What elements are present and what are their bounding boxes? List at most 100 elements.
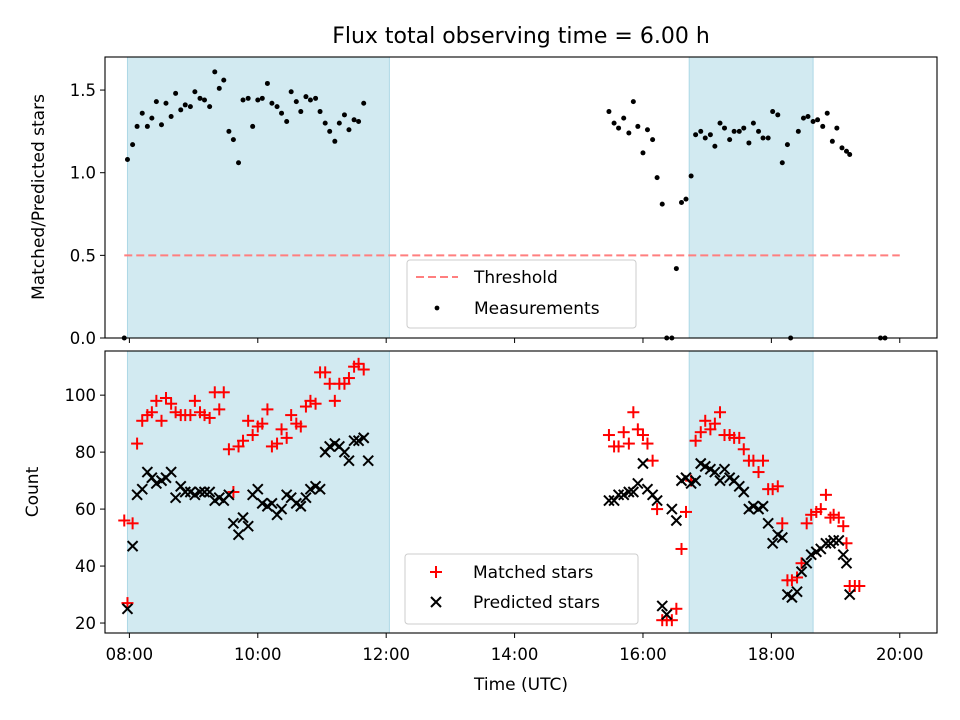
measurement-point <box>288 89 294 95</box>
measurement-point <box>702 135 708 141</box>
predicted-star-point <box>632 477 644 490</box>
measurement-point <box>313 95 319 101</box>
matched-star-point <box>328 394 341 407</box>
predicted-star-point <box>194 486 206 498</box>
matched-star-point <box>213 403 226 416</box>
measurement-point <box>635 123 641 129</box>
measurement-point <box>216 85 222 91</box>
x-tick-label: 10:00 <box>234 645 282 664</box>
y-tick-label: 80 <box>75 443 96 462</box>
legend-matched-label: Matched stars <box>473 563 593 583</box>
predicted-star-point <box>121 603 134 615</box>
predicted-star-point <box>242 520 254 532</box>
matched-star-point <box>242 414 255 427</box>
predicted-star-point <box>348 435 360 447</box>
measurement-point <box>178 107 184 113</box>
matched-star-point <box>126 517 139 530</box>
matched-star-point <box>646 454 659 467</box>
predicted-star-point <box>295 500 307 512</box>
predicted-star-point <box>179 486 191 498</box>
predicted-star-point <box>314 483 326 495</box>
measurement-point <box>279 110 285 116</box>
measurement-point <box>765 135 771 141</box>
measurement-point <box>346 127 352 133</box>
top-legend: Threshold Measurements <box>406 259 637 329</box>
x-tick-label: 08:00 <box>106 645 154 664</box>
measurement-point <box>130 142 136 148</box>
measurement-point <box>650 137 656 143</box>
legend-matched-swatch <box>430 566 442 578</box>
predicted-star-point <box>766 537 779 549</box>
bottom-legend: Matched stars Predicted stars <box>404 553 639 625</box>
matched-star-point <box>622 437 635 450</box>
measurement-point <box>332 138 338 144</box>
measurement-point <box>606 109 612 115</box>
measurement-point <box>746 140 752 146</box>
legend-measurements-label: Measurements <box>474 299 600 319</box>
predicted-star-point <box>776 531 788 544</box>
matched-star-point <box>617 426 630 439</box>
predicted-star-point <box>169 491 182 504</box>
matched-star-point <box>737 443 750 456</box>
predicted-star-point <box>165 466 177 478</box>
predicted-star-point <box>689 474 702 487</box>
shaded-interval <box>688 56 814 339</box>
matched-star-point <box>665 614 678 627</box>
measurement-point <box>361 100 367 106</box>
top-legend-box <box>406 259 637 329</box>
matched-star-point <box>198 409 211 422</box>
measurement-point <box>727 137 733 143</box>
measurement-point <box>245 95 251 101</box>
legend-predicted-label: Predicted stars <box>473 593 600 613</box>
matched-star-point <box>319 366 332 379</box>
predicted-star-point <box>252 483 264 495</box>
x-tick-label: 12:00 <box>362 645 410 664</box>
matched-star-point <box>636 429 649 442</box>
matched-star-point <box>275 423 288 436</box>
measurement-point <box>736 128 742 134</box>
measurement-point <box>630 99 636 105</box>
measurement-point <box>158 122 164 128</box>
matched-star-point <box>285 409 298 422</box>
predicted-star-point <box>837 548 849 561</box>
measurement-point <box>688 173 694 179</box>
x-tick-label: 20:00 <box>876 645 924 664</box>
x-axis-label: Time (UTC) <box>473 675 568 695</box>
matched-star-point <box>675 542 688 555</box>
matched-star-point <box>814 503 827 516</box>
predicted-star-point <box>275 503 288 515</box>
matched-star-point <box>679 505 692 518</box>
predicted-star-point <box>126 540 139 552</box>
predicted-star-point <box>661 608 673 621</box>
matched-star-point <box>670 602 683 615</box>
measurement-point <box>250 123 256 129</box>
measurement-point <box>824 110 830 116</box>
measurement-point <box>717 120 723 126</box>
bottom-panel: 20 40 60 80 100 08:00 10:00 12:00 14:00 16:00 18:0… <box>23 350 938 695</box>
shaded-interval <box>126 56 390 339</box>
measurement-point <box>259 95 265 101</box>
measurement-point <box>298 109 304 115</box>
matched-star-point <box>271 437 284 450</box>
matched-star-point <box>651 503 664 516</box>
measurement-point <box>644 127 650 133</box>
measurement-point <box>815 117 821 123</box>
matched-star-point <box>309 397 322 410</box>
matched-star-point <box>118 514 131 527</box>
measurement-point <box>698 128 704 134</box>
measurement-point <box>236 160 242 166</box>
predicted-star-point <box>623 486 635 498</box>
matched-star-point <box>280 431 293 444</box>
measurement-point <box>707 132 713 138</box>
measurement-point <box>356 118 362 124</box>
measurement-point <box>168 114 174 120</box>
matched-star-point <box>602 429 615 442</box>
measurement-point <box>226 128 232 134</box>
matched-star-point <box>357 363 370 376</box>
matched-star-point <box>256 417 269 430</box>
predicted-star-point <box>762 517 774 530</box>
measurement-point <box>810 118 816 124</box>
measurement-point <box>659 201 665 207</box>
predicted-star-point <box>223 489 235 501</box>
y-tick-label: 0.5 <box>70 246 96 265</box>
